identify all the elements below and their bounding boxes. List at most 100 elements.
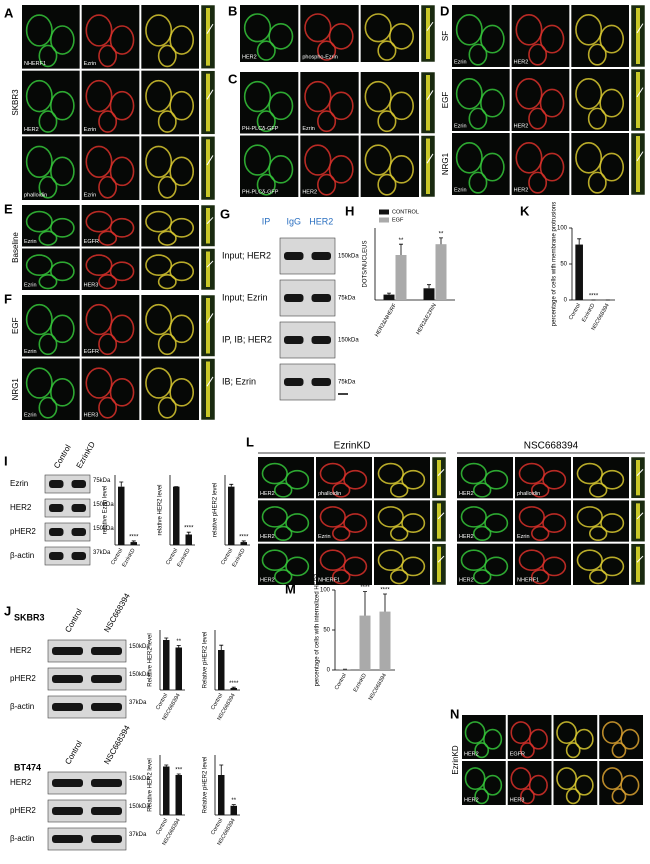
channel-label: Ezrin: [24, 282, 37, 288]
significance: ****: [129, 534, 139, 540]
channel-label: Ezrin: [84, 127, 97, 133]
cell: [389, 91, 414, 121]
x-tick-label: HER2&EZRIN: [415, 303, 438, 336]
error-bar: [164, 637, 169, 640]
cell: [157, 110, 177, 133]
cell: [510, 767, 532, 791]
error-bar: [427, 284, 431, 289]
lane-label: NSC668394: [102, 591, 132, 634]
panel-letter: J: [4, 603, 11, 618]
band: [52, 675, 83, 683]
cell: [328, 154, 354, 184]
blot-row-label: Ezrin: [10, 479, 28, 488]
significance: ****: [589, 294, 599, 300]
cell: [599, 152, 625, 182]
cell: [574, 728, 594, 750]
blot-row-label: β-actin: [10, 702, 34, 711]
channel-label: PH-PLCδ-GFP: [242, 189, 279, 195]
cell: [530, 525, 550, 542]
x-tick-label: Control: [334, 673, 348, 691]
cell: [464, 767, 486, 791]
error-bar: [399, 243, 403, 255]
cell: [157, 175, 177, 199]
x-tick-label: NSC668394: [368, 673, 388, 702]
cell: [377, 506, 404, 528]
channel-label: Ezrin: [454, 187, 467, 193]
band: [49, 480, 64, 488]
cell: [50, 261, 75, 282]
channel-label: Ezrin: [454, 59, 467, 65]
cell: [390, 525, 409, 542]
bar: [379, 611, 391, 670]
panel-letter: N: [450, 706, 459, 721]
lane-label: IgG: [286, 216, 301, 226]
cell: [556, 721, 578, 745]
panel-letter: D: [440, 3, 449, 18]
cell: [98, 333, 118, 356]
cell: [460, 462, 487, 485]
blot-strip: [44, 474, 91, 494]
cell: [468, 107, 488, 130]
error-bar: [176, 645, 181, 648]
significance: ****: [380, 588, 390, 594]
cell: [510, 721, 532, 745]
cell: [169, 261, 195, 282]
channel-label: EGFR: [84, 349, 99, 355]
cell: [389, 23, 414, 50]
cell: [98, 175, 118, 199]
cell: [169, 217, 195, 238]
bar: [395, 255, 407, 300]
band: [284, 378, 304, 386]
row-label: NRG1: [441, 152, 450, 175]
blot-strip: [47, 639, 127, 663]
cell: [455, 141, 483, 174]
panel-letter: H: [345, 203, 354, 218]
cell: [145, 303, 173, 336]
channel-label: NHERF1: [24, 61, 46, 67]
cell: [98, 396, 118, 419]
bar: [175, 647, 182, 690]
cell: [588, 482, 608, 498]
arrow: [636, 23, 644, 34]
band: [71, 504, 86, 512]
channel-label: HER2: [260, 491, 275, 497]
cell: [98, 230, 118, 246]
panel-letter: K: [520, 203, 530, 218]
cell: [85, 14, 113, 47]
cell: [25, 367, 53, 399]
cell: [600, 556, 625, 577]
band: [311, 336, 331, 344]
cell: [98, 110, 118, 133]
cell: [98, 274, 118, 290]
error-bar: [439, 237, 443, 245]
blot-strip: [47, 799, 127, 823]
cell: [556, 767, 578, 791]
cell: [574, 774, 594, 796]
band: [49, 528, 64, 536]
cell: [85, 210, 113, 233]
y-axis-label: Relative HER2 level: [148, 633, 154, 686]
cell: [332, 569, 351, 585]
cell: [243, 144, 272, 176]
cell: [304, 80, 332, 113]
error-bar: [119, 481, 124, 487]
cell: [599, 24, 625, 54]
cell: [25, 145, 53, 179]
cell: [587, 43, 607, 66]
x-tick-label: HER2&NHERF: [374, 302, 398, 338]
blot-row-label: IP, IB; HER2: [222, 334, 272, 344]
mw-marker: 75kDa: [93, 478, 111, 484]
error-bar: [363, 591, 367, 616]
cell: [85, 145, 113, 179]
cell: [484, 513, 509, 533]
cell: [274, 569, 293, 585]
row-label: EzrinKD: [451, 745, 460, 775]
row-label: EGF: [11, 317, 20, 334]
legend-swatch: [379, 209, 389, 215]
error-bar: [231, 686, 236, 688]
channel-label: Ezrin: [454, 123, 467, 129]
cell: [317, 173, 337, 196]
cell: [460, 506, 487, 528]
panel-letter: L: [246, 434, 254, 449]
